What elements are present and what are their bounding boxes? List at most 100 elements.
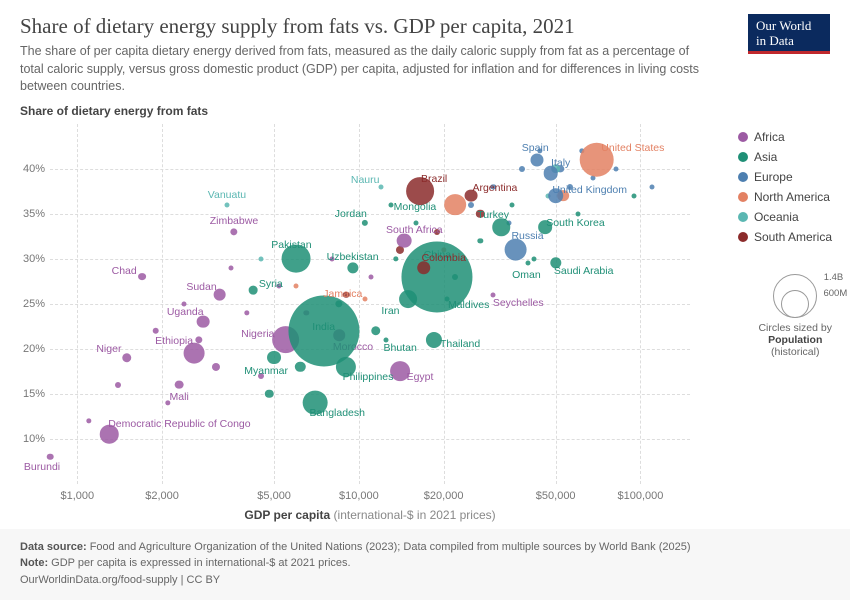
data-point[interactable] — [288, 295, 359, 366]
data-point[interactable] — [295, 361, 305, 371]
data-point[interactable] — [244, 310, 249, 315]
data-point[interactable] — [510, 202, 515, 207]
data-point[interactable] — [294, 283, 299, 288]
y-tick-label: 15% — [10, 388, 45, 400]
data-point[interactable] — [100, 425, 119, 444]
legend-item[interactable]: Africa — [738, 130, 832, 144]
data-point[interactable] — [468, 202, 474, 208]
data-point[interactable] — [47, 453, 54, 460]
header: Share of dietary energy supply from fats… — [0, 0, 850, 104]
data-point[interactable] — [276, 283, 281, 288]
data-point[interactable] — [397, 233, 412, 248]
y-tick-label: 20% — [10, 343, 45, 355]
legend-item[interactable]: South America — [738, 230, 832, 244]
data-point[interactable] — [122, 353, 132, 363]
data-point[interactable] — [230, 228, 237, 235]
data-point[interactable] — [388, 202, 393, 207]
data-point[interactable] — [478, 238, 483, 243]
data-point[interactable] — [115, 382, 121, 388]
page-subtitle: The share of per capita dietary energy d… — [20, 43, 700, 96]
data-point[interactable] — [213, 288, 226, 301]
data-point[interactable] — [532, 256, 537, 261]
data-point[interactable] — [343, 291, 350, 298]
legend-item[interactable]: Asia — [738, 150, 832, 164]
legend-item[interactable]: Oceania — [738, 210, 832, 224]
data-point[interactable] — [426, 331, 442, 347]
size-big-label: 1.4B — [824, 272, 844, 283]
data-point[interactable] — [575, 211, 580, 216]
data-point[interactable] — [282, 244, 311, 273]
data-point[interactable] — [138, 273, 146, 281]
data-point[interactable] — [86, 418, 91, 423]
data-point[interactable] — [228, 265, 233, 270]
gridline-h — [50, 394, 690, 395]
data-point[interactable] — [165, 400, 170, 405]
data-point[interactable] — [543, 166, 558, 181]
data-point[interactable] — [417, 261, 431, 275]
y-axis-title: Share of dietary energy from fats — [20, 104, 208, 118]
data-point[interactable] — [197, 315, 210, 328]
data-point[interactable] — [539, 220, 553, 234]
data-point[interactable] — [504, 238, 527, 261]
legend-dot-icon — [738, 232, 748, 242]
data-point[interactable] — [303, 390, 328, 415]
data-point[interactable] — [182, 301, 187, 306]
data-point[interactable] — [175, 380, 184, 389]
data-point[interactable] — [362, 297, 367, 302]
data-point[interactable] — [526, 261, 531, 266]
data-label: Egypt — [407, 371, 434, 383]
data-point[interactable] — [632, 193, 637, 198]
data-point[interactable] — [184, 343, 205, 364]
y-tick-label: 10% — [10, 433, 45, 445]
data-point[interactable] — [444, 297, 449, 302]
data-point[interactable] — [390, 361, 410, 381]
data-point[interactable] — [393, 256, 398, 261]
data-label: Zimbabwe — [210, 215, 258, 227]
data-point[interactable] — [464, 189, 477, 202]
data-point[interactable] — [259, 256, 264, 261]
data-point[interactable] — [444, 194, 466, 216]
data-point[interactable] — [531, 153, 544, 166]
data-point[interactable] — [406, 177, 434, 205]
legend-dot-icon — [738, 212, 748, 222]
scatter-plot[interactable]: 10%15%20%25%30%35%40%$1,000$2,000$5,000$… — [50, 124, 690, 484]
data-point[interactable] — [567, 184, 573, 190]
footer-link: OurWorldinData.org/food-supply | CC BY — [20, 572, 830, 589]
data-point[interactable] — [414, 220, 419, 225]
data-point[interactable] — [476, 209, 484, 217]
gridline-v — [640, 124, 641, 484]
data-point[interactable] — [492, 218, 510, 236]
legend-item[interactable]: Europe — [738, 170, 832, 184]
data-point[interactable] — [580, 142, 615, 177]
data-point[interactable] — [248, 286, 257, 295]
data-point[interactable] — [153, 327, 160, 334]
legend-item[interactable]: North America — [738, 190, 832, 204]
legend-dot-icon — [738, 172, 748, 182]
data-point[interactable] — [267, 351, 281, 365]
continent-legend[interactable]: Africa Asia Europe North America Oceania Sout… — [738, 130, 832, 250]
data-point[interactable] — [548, 188, 564, 204]
data-point[interactable] — [371, 326, 381, 336]
data-point[interactable] — [224, 202, 229, 207]
data-point[interactable] — [650, 184, 655, 189]
data-point[interactable] — [347, 262, 358, 273]
data-point[interactable] — [384, 337, 389, 342]
data-point[interactable] — [491, 292, 496, 297]
data-point[interactable] — [614, 166, 619, 171]
data-point[interactable] — [368, 274, 373, 279]
data-point[interactable] — [434, 229, 440, 235]
data-point[interactable] — [402, 241, 473, 312]
data-point[interactable] — [379, 184, 384, 189]
data-point[interactable] — [362, 219, 368, 225]
legend-label: Oceania — [754, 210, 799, 224]
data-label: Mali — [170, 391, 189, 403]
size-legend: 1.4B 600M Circles sized by Population (h… — [758, 274, 832, 358]
data-point[interactable] — [265, 389, 273, 397]
data-point[interactable] — [491, 184, 496, 189]
data-point[interactable] — [336, 356, 356, 376]
data-point[interactable] — [519, 166, 525, 172]
data-point[interactable] — [258, 373, 264, 379]
data-point[interactable] — [212, 362, 220, 370]
data-point[interactable] — [329, 256, 334, 261]
data-point[interactable] — [550, 257, 561, 268]
